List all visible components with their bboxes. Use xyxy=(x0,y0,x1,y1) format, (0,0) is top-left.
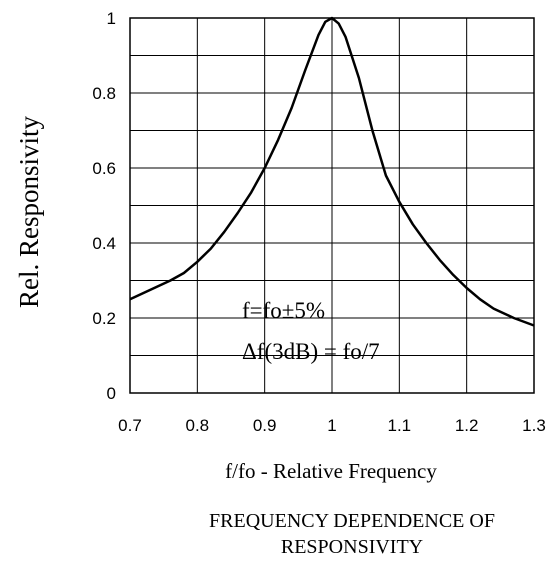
grid xyxy=(129,17,535,394)
x-tick-label: 1.3 xyxy=(522,416,546,435)
caption-line: FREQUENCY DEPENDENCE OF xyxy=(209,510,495,532)
y-tick-label: 0.4 xyxy=(92,234,116,253)
chart-caption: FREQUENCY DEPENDENCE OF RESPONSIVITY xyxy=(209,510,495,558)
x-tick-labels: 0.7 0.8 0.9 1 1.1 1.2 1.3 xyxy=(118,416,546,435)
x-tick-label: 1 xyxy=(327,416,336,435)
x-tick-label: 1.2 xyxy=(455,416,479,435)
y-tick-label: 0.8 xyxy=(92,84,116,103)
x-tick-label: 0.9 xyxy=(253,416,277,435)
y-tick-label: 0.6 xyxy=(92,159,116,178)
y-axis-label: Rel. Responsivity xyxy=(14,116,44,309)
y-tick-labels: 0 0.2 0.4 0.6 0.8 1 xyxy=(92,9,116,403)
x-tick-label: 1.1 xyxy=(388,416,412,435)
y-tick-label: 0 xyxy=(107,384,116,403)
y-tick-label: 1 xyxy=(107,9,116,28)
x-tick-label: 0.7 xyxy=(118,416,142,435)
y-tick-label: 0.2 xyxy=(92,309,116,328)
responsivity-curve xyxy=(129,16,535,327)
annotation-tolerance: f=fo±5% xyxy=(242,298,325,323)
x-tick-label: 0.8 xyxy=(186,416,210,435)
annotation-bandwidth: Δf(3dB) = fo/7 xyxy=(242,339,380,364)
x-axis-label: f/fo - Relative Frequency xyxy=(225,459,437,483)
caption-line: RESPONSIVITY xyxy=(281,536,423,558)
